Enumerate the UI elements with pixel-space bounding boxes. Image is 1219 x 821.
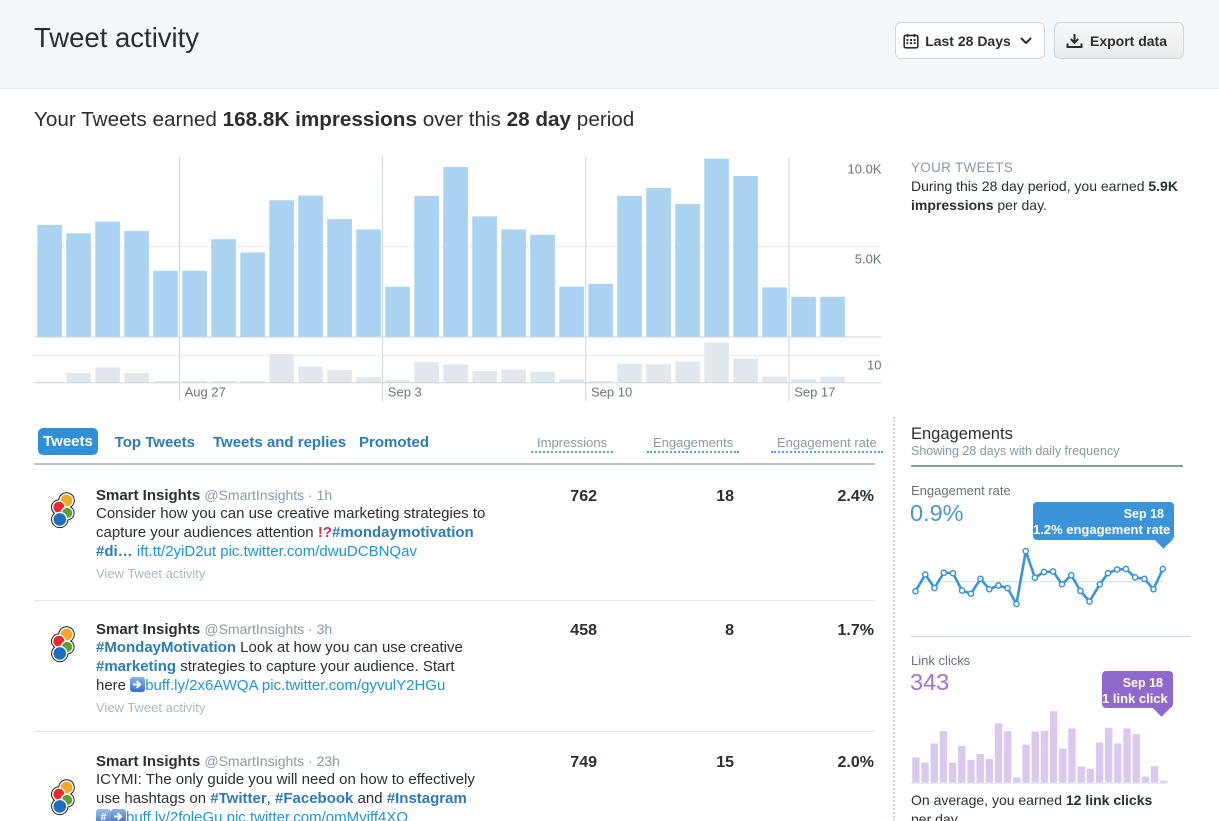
svg-text:Sep 10: Sep 10 xyxy=(591,385,632,400)
svg-text:5.0K: 5.0K xyxy=(855,252,882,267)
svg-text:10: 10 xyxy=(867,358,881,373)
svg-text:Sep 17: Sep 17 xyxy=(794,385,835,400)
svg-text:Sep 3: Sep 3 xyxy=(388,385,422,400)
svg-text:#: # xyxy=(100,812,106,821)
svg-text:10.0K: 10.0K xyxy=(848,162,882,177)
svg-text:Aug 27: Aug 27 xyxy=(185,385,226,400)
